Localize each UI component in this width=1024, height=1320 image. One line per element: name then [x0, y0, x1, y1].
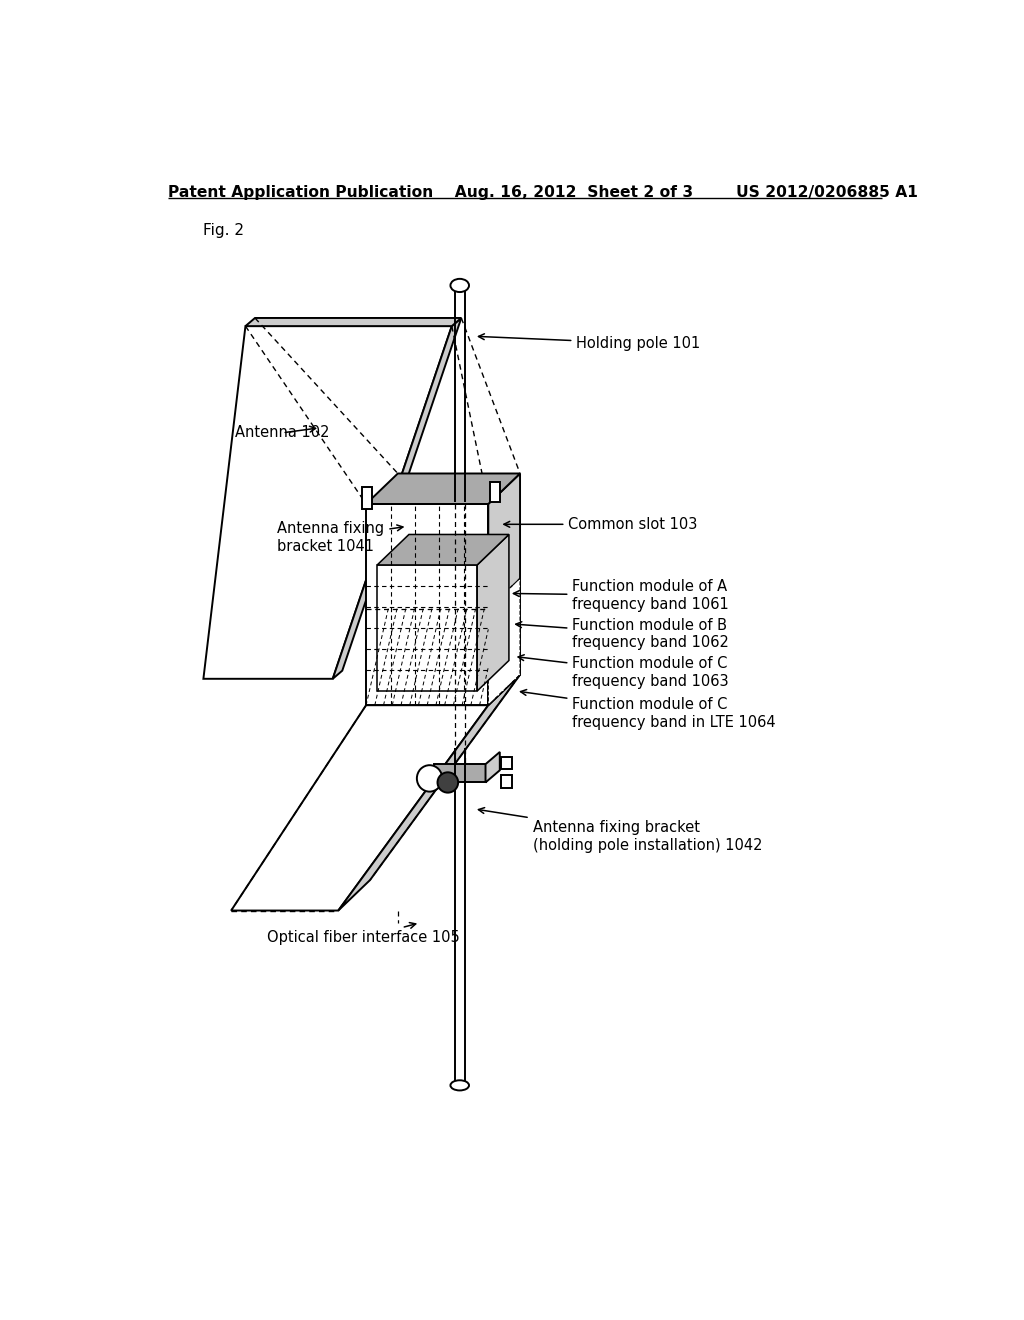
Text: Function module of C
frequency band in LTE 1064: Function module of C frequency band in L… — [520, 689, 776, 730]
Polygon shape — [333, 318, 461, 678]
Text: Fig. 2: Fig. 2 — [204, 223, 245, 239]
Polygon shape — [485, 752, 500, 783]
Polygon shape — [488, 474, 520, 705]
Text: Common slot 103: Common slot 103 — [504, 517, 697, 532]
Bar — [362, 487, 372, 510]
Text: Antenna 102: Antenna 102 — [236, 425, 330, 441]
Ellipse shape — [437, 772, 458, 792]
Polygon shape — [488, 578, 520, 705]
Text: Holding pole 101: Holding pole 101 — [478, 334, 700, 351]
Text: Patent Application Publication    Aug. 16, 2012  Sheet 2 of 3        US 2012/020: Patent Application Publication Aug. 16, … — [168, 185, 918, 199]
Polygon shape — [246, 318, 461, 326]
Polygon shape — [204, 326, 452, 678]
Polygon shape — [367, 504, 488, 705]
Text: Optical fiber interface 105: Optical fiber interface 105 — [267, 923, 460, 945]
Polygon shape — [338, 675, 520, 911]
Ellipse shape — [417, 766, 442, 792]
Bar — [502, 758, 512, 770]
Bar — [502, 775, 512, 788]
Polygon shape — [377, 565, 477, 690]
Polygon shape — [434, 764, 485, 783]
Text: Antenna fixing bracket
(holding pole installation) 1042: Antenna fixing bracket (holding pole ins… — [478, 808, 762, 853]
Polygon shape — [231, 705, 488, 911]
Ellipse shape — [451, 279, 469, 292]
Polygon shape — [367, 474, 520, 504]
Text: Function module of B
frequency band 1062: Function module of B frequency band 1062 — [516, 618, 729, 651]
Polygon shape — [377, 535, 509, 565]
Text: Antenna fixing
bracket 1041: Antenna fixing bracket 1041 — [278, 521, 402, 553]
Text: Function module of C
frequency band 1063: Function module of C frequency band 1063 — [518, 655, 729, 689]
Polygon shape — [477, 535, 509, 690]
Ellipse shape — [451, 1080, 469, 1090]
Text: Function module of A
frequency band 1061: Function module of A frequency band 1061 — [513, 579, 729, 611]
Bar — [489, 482, 500, 502]
